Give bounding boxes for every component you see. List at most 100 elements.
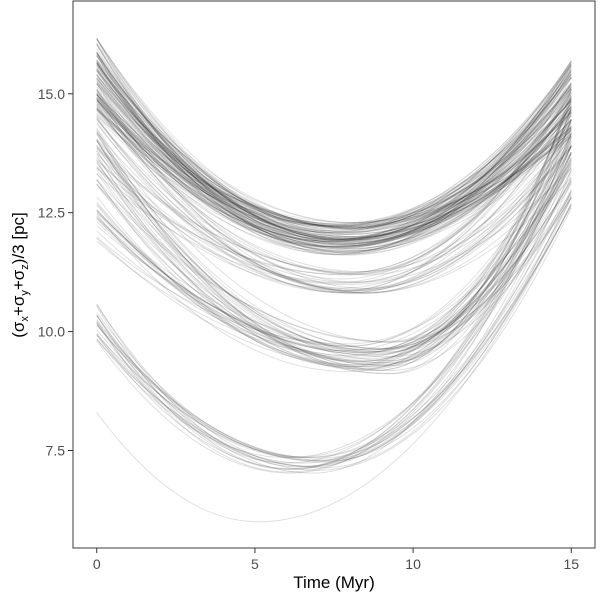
trajectory-line [96, 89, 572, 273]
trajectory-line [96, 120, 572, 370]
y-tick-label: 15.0 [38, 86, 65, 102]
trajectory-line [96, 145, 572, 276]
trajectory-line [96, 134, 572, 350]
y-tick-label: 10.0 [38, 324, 65, 340]
trajectory-line [96, 69, 572, 228]
trajectory-line [96, 94, 572, 248]
trajectory-line [96, 55, 572, 249]
trajectory-line [96, 105, 572, 251]
trajectory-line [96, 119, 572, 294]
trajectory-line [96, 140, 572, 347]
trajectory-line [96, 63, 572, 227]
trajectory-line [96, 59, 572, 229]
trajectory-line [96, 128, 572, 347]
trajectory-line [96, 75, 572, 229]
trajectory-line [96, 118, 572, 354]
trajectory-line [96, 97, 572, 353]
trajectory-line [96, 77, 572, 241]
trajectory-line [96, 178, 572, 353]
trajectory-line [96, 37, 572, 235]
trajectory-line [96, 70, 572, 245]
trajectory-line [96, 63, 572, 229]
trajectory-line [96, 133, 572, 368]
x-axis-title: Time (Myr) [293, 573, 375, 592]
trajectory-line [96, 62, 572, 248]
trajectory-line [96, 68, 572, 241]
trajectory-line [96, 89, 572, 375]
trajectory-line [96, 136, 572, 468]
trajectory-line [96, 59, 572, 224]
trajectory-line [96, 51, 572, 242]
panel-border [72, 0, 596, 549]
trajectory-line [96, 61, 572, 234]
trajectory-line [96, 59, 572, 229]
trajectory-line [96, 48, 572, 240]
trajectory-line [96, 113, 572, 351]
trajectory-line [96, 69, 572, 253]
trajectory-line [96, 112, 572, 371]
trajectory-line [96, 43, 572, 232]
trajectory-line [96, 109, 572, 252]
trajectory-line [96, 153, 572, 362]
trajectory-line [96, 76, 572, 255]
trajectory-line [96, 153, 572, 366]
trajectory-line [96, 205, 572, 470]
trajectory-line [96, 92, 572, 293]
trajectory-line [96, 82, 572, 291]
trajectory-line [96, 93, 572, 364]
trajectory-line [96, 55, 572, 233]
trajectory-line [96, 93, 572, 289]
trajectory-line [96, 94, 572, 247]
trajectory-line [96, 74, 572, 228]
trajectory-line [96, 86, 572, 253]
y-tick-label: 7.5 [46, 442, 66, 458]
trajectory-line [96, 86, 572, 249]
y-tick-label: 12.5 [38, 205, 65, 221]
trajectory-line [96, 53, 572, 250]
trajectory-line [96, 100, 572, 362]
trajectory-line [96, 54, 572, 242]
trajectory-line [96, 62, 572, 242]
trajectory-line [96, 74, 572, 227]
trajectory-line [96, 73, 572, 228]
trajectory-line [96, 52, 572, 241]
trajectory-line [96, 99, 572, 291]
trajectory-line [96, 76, 572, 235]
trajectory-line [96, 119, 572, 375]
trajectory-line [96, 167, 572, 286]
trajectory-line [96, 123, 572, 294]
trajectory-line [96, 133, 572, 366]
trajectory-line [96, 83, 572, 242]
trajectory-line [96, 128, 572, 343]
trajectory-line [96, 125, 572, 294]
trajectory-line [96, 99, 572, 226]
trajectory-line [96, 52, 572, 250]
trajectory-line [96, 128, 572, 354]
trajectory-line [96, 42, 572, 230]
trajectory-line [96, 164, 572, 352]
trajectory-line [96, 67, 572, 243]
trajectory-line [96, 76, 572, 291]
trajectory-line [96, 108, 572, 241]
trajectory-line [96, 69, 572, 238]
trajectory-line [96, 62, 572, 234]
trajectory-line [96, 60, 572, 250]
x-tick-label: 0 [93, 556, 101, 572]
trajectory-line [96, 108, 572, 247]
trajectory-line [96, 97, 572, 245]
trajectory-line [96, 103, 572, 292]
trajectory-line [96, 62, 572, 252]
trajectory-line [96, 177, 572, 459]
trajectory-line [96, 183, 572, 373]
trajectory-line [96, 65, 572, 233]
trajectory-line [96, 56, 572, 228]
trajectory-line [96, 96, 572, 252]
trajectory-line [96, 107, 572, 272]
trajectory-line [96, 43, 572, 241]
trajectory-line [96, 64, 572, 248]
trajectory-line [96, 93, 572, 248]
trajectory-line [96, 38, 572, 230]
trajectory-line [96, 191, 572, 349]
trajectory-line [96, 197, 572, 473]
